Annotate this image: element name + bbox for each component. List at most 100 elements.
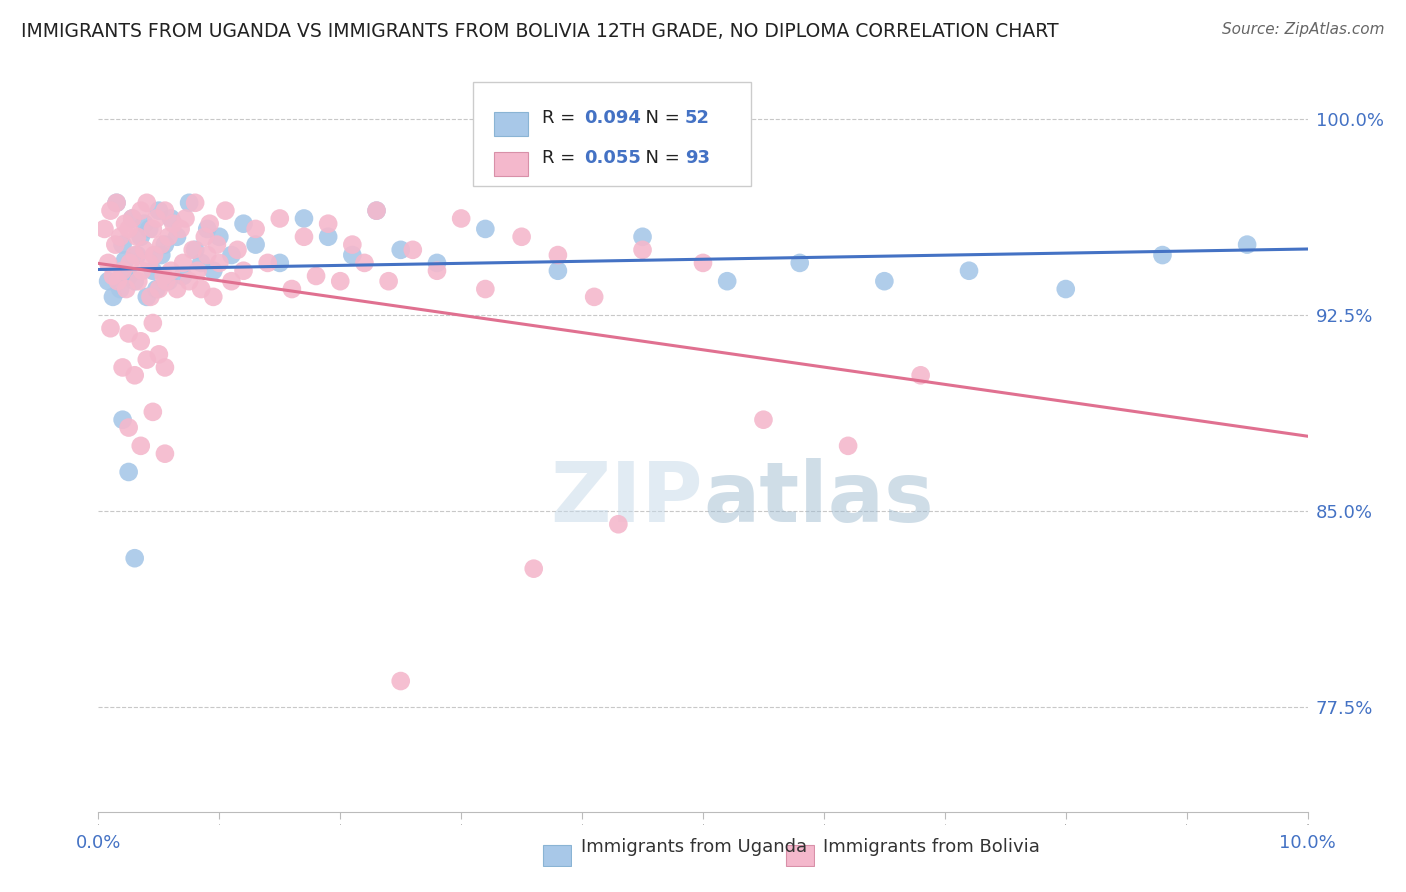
Text: R =: R = [543, 149, 581, 167]
Point [205, 237, 228, 252]
Text: R =: R = [543, 110, 581, 128]
Point [208, 229, 231, 244]
Point [232, 264, 254, 278]
Point [292, 229, 315, 244]
Point [97, 274, 120, 288]
Point [135, 290, 157, 304]
Point [179, 195, 201, 210]
Point [111, 237, 134, 252]
Point [214, 203, 236, 218]
Point [105, 195, 128, 210]
Point [135, 352, 157, 367]
Point [142, 316, 165, 330]
Point [107, 274, 129, 288]
Point [127, 229, 149, 244]
Point [172, 268, 194, 283]
Point [108, 282, 131, 296]
Text: 52: 52 [685, 110, 710, 128]
Point [245, 222, 267, 236]
Point [232, 217, 254, 231]
Point [166, 282, 188, 296]
Text: Source: ZipAtlas.com: Source: ZipAtlas.com [1222, 22, 1385, 37]
Point [142, 405, 165, 419]
Point [187, 264, 209, 278]
Point [118, 326, 141, 341]
Point [108, 229, 131, 244]
Point [910, 368, 932, 383]
Point [150, 248, 173, 262]
Point [150, 237, 173, 252]
Point [353, 256, 375, 270]
Point [195, 248, 218, 262]
Point [316, 229, 339, 244]
Point [104, 237, 127, 252]
Point [127, 248, 149, 262]
FancyBboxPatch shape [474, 82, 751, 186]
Point [1152, 248, 1174, 262]
Point [547, 248, 569, 262]
Point [139, 290, 162, 304]
Point [157, 229, 180, 244]
Point [179, 274, 201, 288]
Point [366, 203, 388, 218]
Point [631, 229, 654, 244]
Point [1236, 237, 1258, 252]
Text: 0.094: 0.094 [585, 110, 641, 128]
Point [426, 264, 449, 278]
Text: Immigrants from Bolivia: Immigrants from Bolivia [823, 838, 1039, 856]
Point [111, 360, 134, 375]
Point [153, 447, 176, 461]
Point [202, 290, 225, 304]
Point [124, 248, 146, 262]
Point [111, 264, 134, 278]
Point [342, 237, 364, 252]
Point [93, 222, 115, 236]
Point [111, 413, 134, 427]
Point [631, 243, 654, 257]
Point [184, 195, 207, 210]
Point [101, 268, 124, 283]
Point [118, 222, 141, 236]
Point [198, 217, 221, 231]
Point [190, 256, 212, 270]
Point [316, 217, 339, 231]
Point [221, 248, 243, 262]
Point [162, 217, 184, 231]
Point [292, 211, 315, 226]
Point [134, 217, 156, 231]
Point [148, 347, 170, 361]
Point [114, 253, 136, 268]
Point [329, 274, 352, 288]
Point [129, 334, 152, 349]
Point [957, 264, 980, 278]
Point [101, 290, 124, 304]
Point [305, 268, 328, 283]
Point [100, 203, 122, 218]
Point [148, 203, 170, 218]
Point [195, 222, 218, 236]
Point [118, 268, 141, 283]
Point [716, 274, 738, 288]
Point [135, 195, 157, 210]
Point [607, 517, 630, 532]
Point [389, 674, 412, 689]
Point [184, 243, 207, 257]
Point [256, 256, 278, 270]
Text: N =: N = [634, 149, 686, 167]
Point [269, 256, 291, 270]
Point [121, 211, 143, 226]
Point [157, 274, 180, 288]
Point [138, 222, 160, 236]
FancyBboxPatch shape [494, 152, 527, 176]
Point [153, 237, 176, 252]
Point [134, 243, 156, 257]
Point [789, 256, 811, 270]
Point [692, 256, 714, 270]
Point [1054, 282, 1077, 296]
Point [245, 237, 267, 252]
Point [129, 439, 152, 453]
Point [100, 321, 122, 335]
Point [129, 203, 152, 218]
Point [174, 211, 197, 226]
Point [152, 268, 174, 283]
